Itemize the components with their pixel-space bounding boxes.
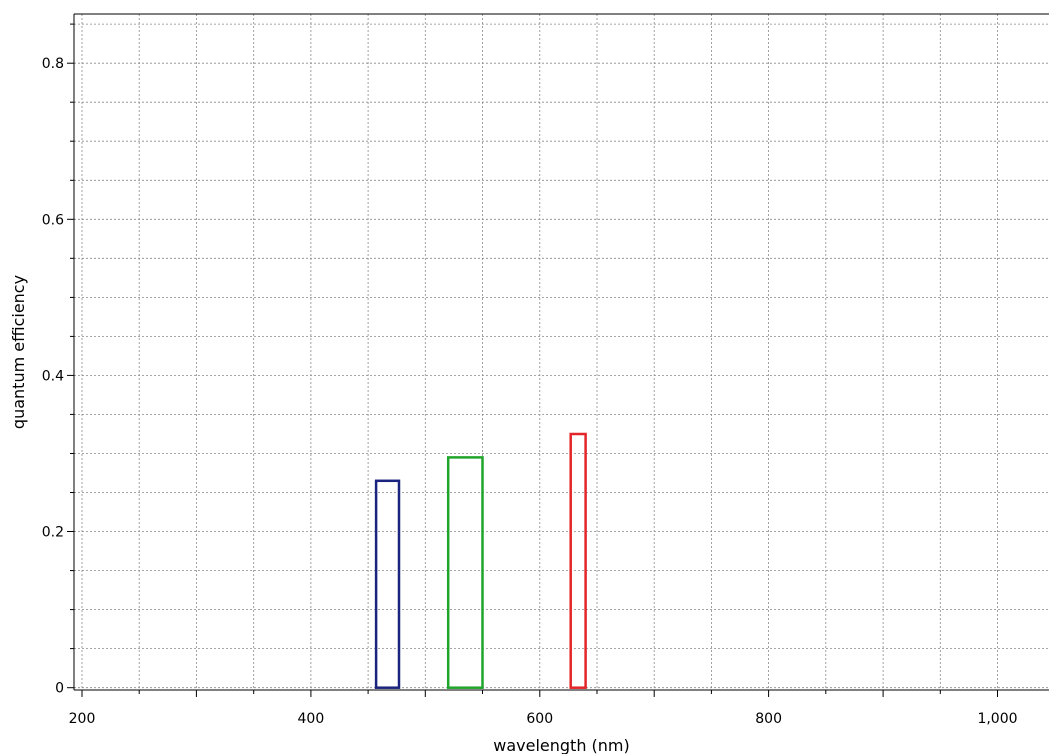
x-tick-label: 1,000 xyxy=(977,711,1017,727)
tick-labels: 0 0.2 0.4 0.6 0.8 200 400 600 800 1,000 xyxy=(42,56,1018,727)
y-axis-label: quantum efficiency xyxy=(9,275,28,429)
axes xyxy=(67,13,1049,697)
y-tick-label: 0.6 xyxy=(42,212,64,228)
y-tick-label: 0.2 xyxy=(42,525,64,541)
x-tick-label: 600 xyxy=(526,711,553,727)
x-tick-label: 800 xyxy=(755,711,782,727)
x-axis-label: wavelength (nm) xyxy=(493,736,630,754)
y-tick-label: 0.8 xyxy=(42,56,64,72)
bar-1 xyxy=(374,479,401,689)
x-tick-label: 400 xyxy=(298,711,325,727)
y-tick-label: 0 xyxy=(55,681,64,697)
bar-3 xyxy=(569,432,587,689)
bar-2 xyxy=(446,456,484,689)
y-tick-label: 0.4 xyxy=(42,368,64,384)
x-tick-label: 200 xyxy=(69,711,96,727)
grid-lines xyxy=(74,14,1049,690)
bars xyxy=(374,432,587,689)
